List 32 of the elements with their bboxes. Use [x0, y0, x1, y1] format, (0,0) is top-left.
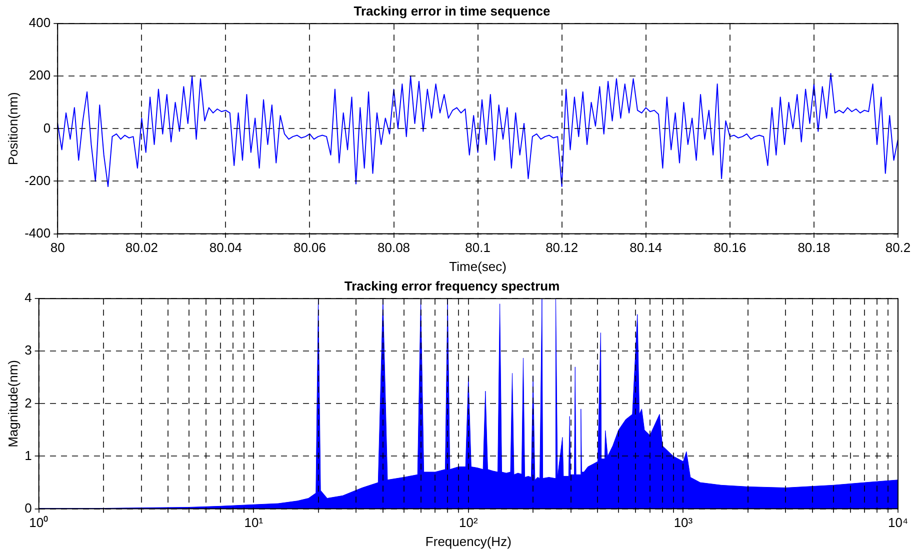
y-tick-label: 2: [24, 395, 32, 410]
y-axis-title: Position(nm): [5, 92, 20, 166]
x-tick-label: 80.1: [465, 240, 490, 256]
y-tick-label: 200: [28, 68, 51, 83]
x-tick-label: 80.08: [378, 240, 410, 256]
x-tick-label: 80.16: [714, 240, 746, 256]
x-tick-label: 10⁴: [888, 515, 908, 530]
x-tick-label: 80: [50, 240, 65, 256]
y-tick-label: -200: [24, 172, 51, 188]
x-tick-label: 80.2: [885, 240, 911, 256]
x-tick-label: 10²: [459, 515, 478, 530]
x-tick-label: 80.02: [125, 240, 158, 256]
x-tick-label: 80.06: [293, 240, 326, 256]
x-tick-label: 80.12: [546, 240, 578, 256]
y-axis-title: Magnitude(nm): [5, 360, 20, 448]
x-tick-label: 10⁰: [29, 515, 49, 530]
y-tick-label: 0: [24, 500, 32, 516]
chart-title: Tracking error in time sequence: [354, 3, 550, 18]
x-axis-title: Frequency(Hz): [425, 534, 512, 549]
y-tick-label: 400: [28, 15, 51, 30]
x-tick-label: 10¹: [244, 515, 264, 530]
x-tick-label: 80.14: [630, 240, 662, 256]
y-tick-label: 3: [24, 342, 32, 358]
y-tick-label: -400: [24, 225, 51, 240]
x-axis-title: Time(sec): [449, 258, 506, 274]
y-tick-label: 4: [24, 290, 32, 306]
y-tick-label: 1: [24, 448, 32, 463]
x-tick-label: 80.04: [209, 240, 242, 256]
x-tick-label: 10³: [674, 515, 694, 530]
y-tick-label: 0: [43, 120, 51, 136]
chart-title: Tracking error frequency spectrum: [344, 278, 560, 294]
x-tick-label: 80.18: [798, 240, 830, 256]
